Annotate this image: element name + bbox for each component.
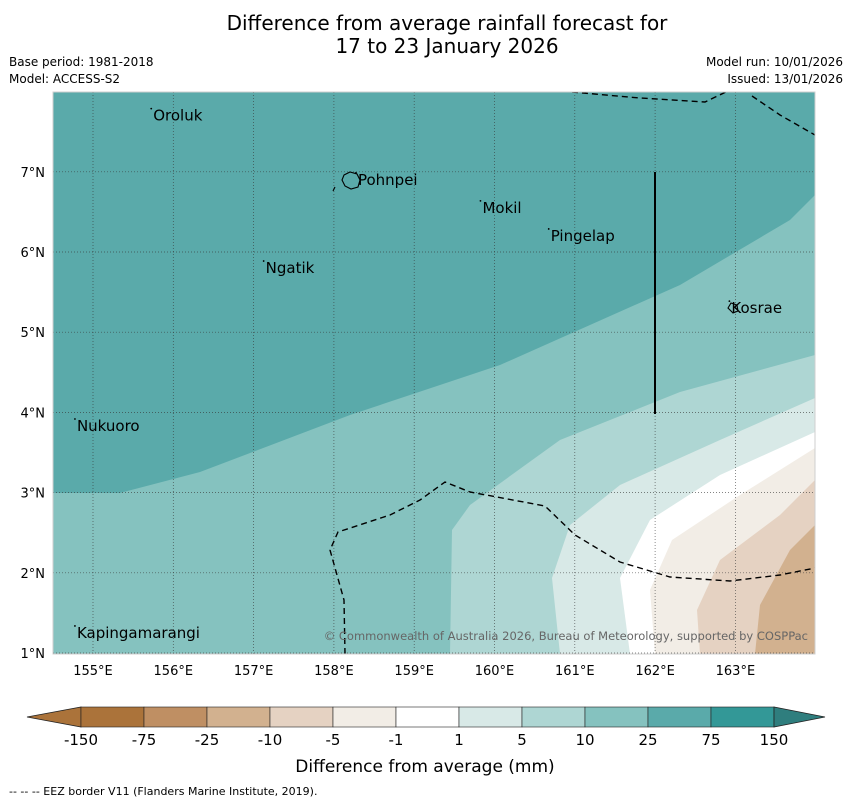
place-marker-icon bbox=[74, 625, 76, 627]
legend-tick-label: 10 bbox=[575, 731, 594, 749]
map-title-line-1: Difference from average rainfall forecas… bbox=[226, 11, 668, 35]
longitude-tick-label: 162°E bbox=[635, 664, 675, 679]
pohnpei-reef-outline bbox=[332, 186, 336, 192]
place-name-label: Oroluk bbox=[153, 107, 202, 125]
kosrae-outline bbox=[727, 302, 739, 314]
place-pohnpei: Pohnpei bbox=[355, 171, 418, 189]
map-frame bbox=[52, 91, 816, 655]
eez-border-northeast bbox=[751, 95, 815, 136]
place-name-label: Kosrae bbox=[731, 299, 782, 317]
longitude-ticks: 155°E 156°E 157°E 158°E 159°E 160°E 161°E 162°E… bbox=[73, 664, 755, 679]
legend-tick-label: -25 bbox=[195, 731, 220, 749]
legend-tick-label: -10 bbox=[258, 731, 283, 749]
place-marker-icon bbox=[150, 107, 153, 110]
place-nukuoro: Nukuoro bbox=[74, 417, 140, 435]
legend-colour-swatch bbox=[521, 706, 586, 728]
legend-colour-swatch bbox=[80, 706, 145, 728]
latitude-tick-label: 7°N bbox=[21, 166, 46, 181]
legend-colour-swatch bbox=[710, 706, 775, 728]
place-kapingamarangi: Kapingamarangi bbox=[74, 624, 200, 642]
rainfall-contours bbox=[53, 92, 815, 654]
eez-border-south bbox=[329, 481, 815, 654]
longitude-tick-label: 156°E bbox=[154, 664, 194, 679]
legend-colour-swatch bbox=[647, 706, 712, 728]
place-name-label: Ngatik bbox=[266, 259, 315, 277]
copyright-notice: © Commonwealth of Australia 2026, Bureau… bbox=[324, 629, 808, 643]
latitude-tick-label: 2°N bbox=[21, 567, 46, 582]
place-marker-icon bbox=[74, 418, 76, 420]
latitude-ticks: 7°N 6°N 5°N 4°N 3°N 2°N 1°N bbox=[21, 166, 46, 662]
map-title-line-2: 17 to 23 January 2026 bbox=[335, 34, 559, 58]
longitude-tick-label: 157°E bbox=[234, 664, 274, 679]
place-mokil: Mokil bbox=[479, 199, 522, 217]
legend-tick-label: 150 bbox=[760, 731, 789, 749]
legend-tick-label: 75 bbox=[701, 731, 720, 749]
place-marker-icon bbox=[479, 199, 482, 202]
base-period-label: Base period: 1981-2018 bbox=[9, 55, 154, 69]
place-kosrae: Kosrae bbox=[728, 299, 782, 317]
island-outlines bbox=[332, 171, 739, 314]
longitude-tick-label: 159°E bbox=[394, 664, 434, 679]
legend-extend-high-arrow bbox=[773, 706, 826, 728]
legend-colour-swatch bbox=[332, 706, 397, 728]
place-marker-icon bbox=[728, 300, 731, 303]
place-pingelap: Pingelap bbox=[547, 227, 615, 245]
place-marker-icon bbox=[262, 260, 265, 262]
issued-label: Issued: 13/01/2026 bbox=[727, 72, 843, 86]
legend-tick-label: -150 bbox=[64, 731, 98, 749]
place-name-label: Pohnpei bbox=[358, 171, 418, 189]
legend-colour-swatch bbox=[269, 706, 334, 728]
place-name-label: Mokil bbox=[482, 199, 521, 217]
legend-tick-label: 25 bbox=[638, 731, 657, 749]
place-ngatik: Ngatik bbox=[262, 259, 315, 277]
longitude-tick-label: 158°E bbox=[314, 664, 354, 679]
legend-colour-swatch bbox=[143, 706, 208, 728]
eez-source-note: -- -- -- EEZ border V11 (Flanders Marine… bbox=[9, 785, 318, 798]
place-labels: Oroluk Pohnpei Mokil Pingelap Ngatik Kosrae Nu… bbox=[74, 107, 782, 642]
latitude-tick-label: 5°N bbox=[21, 326, 46, 341]
legend-title: Difference from average (mm) bbox=[295, 757, 554, 777]
place-marker-icon bbox=[355, 171, 357, 174]
place-name-label: Kapingamarangi bbox=[77, 624, 200, 642]
model-label: Model: ACCESS-S2 bbox=[9, 72, 121, 86]
latitude-tick-label: 4°N bbox=[21, 406, 46, 421]
place-name-label: Nukuoro bbox=[77, 417, 140, 435]
legend-colour-swatch bbox=[206, 706, 271, 728]
latitude-tick-label: 6°N bbox=[21, 246, 46, 261]
legend-tick-label: 1 bbox=[454, 731, 464, 749]
legend-tick-label: -5 bbox=[326, 731, 341, 749]
legend-tick-label: -75 bbox=[132, 731, 157, 749]
legend-colour-swatch bbox=[458, 706, 523, 728]
longitude-tick-label: 163°E bbox=[716, 664, 756, 679]
model-run-label: Model run: 10/01/2026 bbox=[705, 55, 843, 69]
latitude-tick-label: 3°N bbox=[21, 487, 46, 502]
legend-tick-label: 5 bbox=[517, 731, 527, 749]
graticule bbox=[53, 92, 815, 654]
run-info: Model run: 10/01/2026 Issued: 13/01/2026 bbox=[706, 54, 843, 88]
place-marker-icon bbox=[547, 228, 550, 230]
latitude-tick-label: 1°N bbox=[21, 647, 46, 662]
pohnpei-outline bbox=[341, 171, 361, 190]
longitude-tick-label: 155°E bbox=[73, 664, 113, 679]
contour-band-neg25-neg10 bbox=[755, 525, 815, 654]
legend-tick-label: -1 bbox=[389, 731, 404, 749]
longitude-tick-label: 160°E bbox=[475, 664, 515, 679]
legend-colour-swatch bbox=[395, 706, 460, 728]
longitude-tick-label: 161°E bbox=[555, 664, 595, 679]
place-name-label: Pingelap bbox=[551, 227, 615, 245]
place-oroluk: Oroluk bbox=[150, 107, 203, 125]
eez-borders bbox=[329, 92, 815, 654]
map-title: Difference from average rainfall forecas… bbox=[0, 12, 850, 58]
legend-colour-swatch bbox=[584, 706, 649, 728]
legend-extend-low-arrow bbox=[26, 706, 82, 728]
eez-border-north bbox=[571, 92, 728, 103]
model-info: Base period: 1981-2018 Model: ACCESS-S2 bbox=[9, 54, 154, 88]
colour-legend: -150 -75 -25 -10 -5 -1 1 5 10 25 75 150 bbox=[26, 706, 826, 749]
